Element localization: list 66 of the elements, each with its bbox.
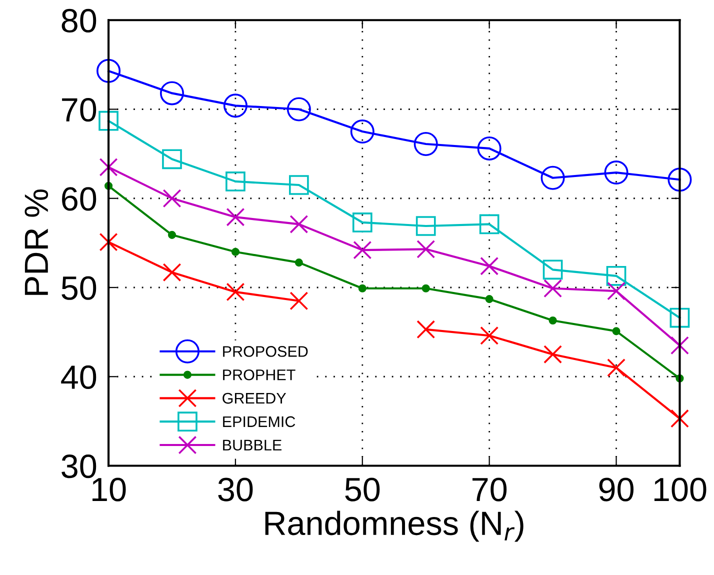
point xyxy=(607,282,626,300)
point xyxy=(288,175,309,195)
point xyxy=(358,284,366,292)
point xyxy=(162,189,182,208)
legend-label: PROPOSED xyxy=(223,346,308,357)
y-tick-label: 40 xyxy=(61,365,96,390)
legend-label: PROPHET xyxy=(223,369,296,380)
legend-label: EPIDEMIC xyxy=(223,416,296,428)
legend-label: BUBBLE xyxy=(223,440,282,451)
point xyxy=(353,240,372,260)
point xyxy=(290,292,308,310)
point xyxy=(231,248,240,256)
point xyxy=(479,214,500,234)
y-tick-label: 50 xyxy=(62,276,96,300)
x-tick-label: 10 xyxy=(92,478,126,502)
point xyxy=(548,316,557,325)
y-tick-label: 60 xyxy=(62,187,96,211)
point xyxy=(485,295,494,304)
x-tick-label: 90 xyxy=(599,478,634,502)
x-tick-label: 50 xyxy=(345,478,380,502)
y-axis-title: PDR % xyxy=(24,189,48,295)
point xyxy=(668,168,692,192)
point xyxy=(607,358,626,377)
x-tick-label: 100 xyxy=(654,478,706,502)
point xyxy=(162,149,182,170)
point xyxy=(544,345,562,364)
x-tick-label: 30 xyxy=(218,478,253,502)
point xyxy=(352,212,372,232)
point xyxy=(286,97,311,122)
point xyxy=(168,230,176,239)
point xyxy=(612,327,620,336)
point xyxy=(542,260,563,280)
point xyxy=(544,279,562,298)
y-tick-label: 70 xyxy=(62,98,96,122)
point xyxy=(96,58,121,83)
point xyxy=(670,308,690,328)
point xyxy=(422,284,430,292)
point xyxy=(162,263,182,282)
y-tick-label: 30 xyxy=(62,454,96,478)
point xyxy=(416,320,436,339)
point xyxy=(99,232,118,252)
point xyxy=(604,160,628,185)
point xyxy=(98,110,118,131)
x-tick-label: 70 xyxy=(472,478,507,502)
legend-label: GREEDY xyxy=(222,392,286,404)
point xyxy=(294,258,303,267)
point xyxy=(223,94,248,118)
point xyxy=(416,216,436,236)
point xyxy=(670,409,689,428)
point xyxy=(290,214,308,234)
point xyxy=(414,132,438,156)
point xyxy=(606,266,626,286)
point xyxy=(670,336,689,355)
x-axis-title: Randomness (N$_{r}$) xyxy=(265,510,524,542)
point xyxy=(226,282,245,302)
point xyxy=(480,326,499,345)
point xyxy=(160,81,184,106)
point xyxy=(477,136,502,160)
point xyxy=(226,208,245,226)
point xyxy=(99,158,118,176)
point xyxy=(540,166,565,190)
point xyxy=(480,256,499,276)
y-tick-label: 80 xyxy=(62,8,96,33)
point xyxy=(226,172,246,192)
point xyxy=(350,120,374,144)
point xyxy=(416,240,436,258)
